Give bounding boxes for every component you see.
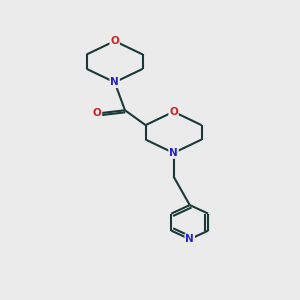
Text: O: O <box>169 107 178 117</box>
Text: O: O <box>110 36 119 46</box>
Text: N: N <box>110 77 119 87</box>
Text: N: N <box>169 148 178 158</box>
Text: O: O <box>93 108 101 118</box>
Text: N: N <box>185 234 194 244</box>
